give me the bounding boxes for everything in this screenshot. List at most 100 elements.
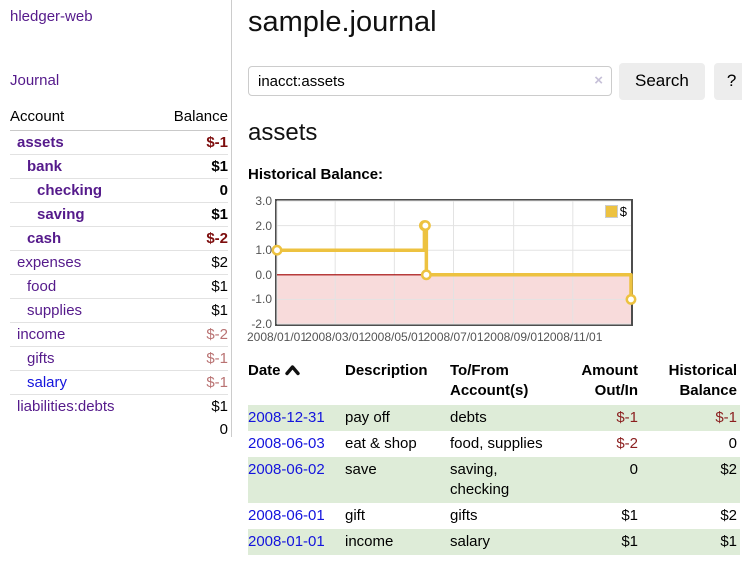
brand-link[interactable]: hledger-web (10, 8, 93, 25)
account-cell: assets (10, 131, 154, 155)
column-header-amount[interactable]: Amount Out/In (581, 362, 638, 399)
sort-ascending-icon (284, 362, 300, 382)
column-header-accounts[interactable]: To/From Account(s) (450, 362, 529, 399)
accounts-header-balance: Balance (153, 105, 228, 131)
account-heading: assets (248, 119, 318, 146)
app: hledger-web Journal Account Balance asse… (10, 0, 742, 555)
description-cell: pay off (345, 409, 390, 426)
transaction-date-link[interactable]: 2008-06-03 (248, 435, 325, 452)
account-balance: $1 (153, 298, 228, 323)
description-cell: save (345, 461, 377, 478)
x-axis-tick-label: 2008/11/01 (543, 330, 603, 344)
date-cell: 2008-06-02 (248, 457, 345, 503)
account-cell: income (10, 322, 154, 347)
balance-cell: $1 (720, 533, 737, 550)
date-cell: 2008-06-03 (248, 431, 345, 457)
account-row: cash $-2 (10, 226, 228, 251)
amount-cell: $-2 (616, 435, 638, 452)
sidebar-account-link[interactable]: supplies (27, 302, 83, 319)
sidebar-account-link[interactable]: assets (17, 134, 64, 151)
search-field-wrap: × (248, 66, 612, 96)
account-cell: liabilities:debts (10, 394, 154, 418)
sidebar-account-link[interactable]: bank (27, 158, 63, 175)
accounts-cell: gifts (450, 507, 478, 524)
sidebar-account-link[interactable]: expenses (17, 254, 82, 271)
account-row: gifts $-1 (10, 346, 228, 371)
sidebar-account-link[interactable]: salary (27, 374, 68, 391)
x-axis-tick-label: 2008/03/01 (305, 330, 366, 344)
register-row: 2008-06-03 eat & shop food, supplies $-2 0 (248, 431, 740, 457)
accounts-total-value: 0 (219, 421, 228, 438)
x-axis-tick-label: 2008/05/01 (364, 330, 425, 344)
account-cell: bank (10, 154, 154, 179)
account-row: bank $1 (10, 154, 228, 179)
register-header-row: Date Description To/From Account(s) Amou… (248, 359, 740, 405)
account-balance: $1 (153, 394, 228, 418)
y-axis-tick-label: 3.0 (255, 194, 272, 208)
sidebar-account-link[interactable]: liabilities:debts (17, 398, 115, 415)
accounts-total-spacer (10, 418, 154, 441)
account-row: food $1 (10, 274, 228, 299)
chart-title: Historical Balance: (248, 166, 384, 183)
column-header-description[interactable]: Description (345, 362, 428, 379)
transaction-date-link[interactable]: 2008-06-01 (248, 507, 325, 524)
date-cell: 2008-06-01 (248, 503, 345, 529)
transaction-date-link[interactable]: 2008-06-02 (248, 461, 325, 478)
amount-cell: $-1 (616, 409, 638, 426)
historical-balance-chart: 3.0 2.0 1.0 0.0 -1.0 -2.0 $ 2008/01/01 2008/03… (246, 194, 742, 346)
clear-search-icon[interactable]: × (594, 72, 603, 89)
accounts-body: assets $-1 bank $1 checking 0 saving $1 cash $-2 e… (10, 131, 228, 418)
account-cell: food (10, 274, 154, 299)
account-balance: 0 (153, 178, 228, 203)
sidebar-account-link[interactable]: checking (37, 182, 103, 199)
column-header-balance[interactable]: Historical Balance (668, 362, 737, 399)
accounts-header-account: Account (10, 105, 154, 131)
account-cell: gifts (10, 346, 154, 371)
accounts-cell: salary (450, 533, 491, 550)
chart-plot-area: $ (271, 199, 637, 326)
register-table: Date Description To/From Account(s) Amou… (248, 359, 740, 555)
description-cell: income (345, 533, 394, 550)
search-input[interactable] (248, 66, 612, 96)
transaction-date-link[interactable]: 2008-01-01 (248, 533, 325, 550)
sidebar-account-link[interactable]: food (27, 278, 57, 295)
account-row: salary $-1 (10, 370, 228, 395)
account-balance: $-1 (153, 346, 228, 371)
page-title: sample.journal (248, 6, 437, 38)
account-cell: checking (10, 178, 154, 203)
sidebar-item-journal[interactable]: Journal (10, 72, 60, 89)
x-axis-tick-label: 2008/09/01 (483, 330, 544, 344)
search-button[interactable]: Search (619, 62, 705, 100)
register-row: 2008-01-01 income salary $1 $1 (248, 529, 740, 555)
x-axis-tick-label: 2008/07/01 (423, 330, 484, 344)
transaction-date-link[interactable]: 2008-12-31 (248, 409, 325, 426)
register-row: 2008-12-31 pay off debts $-1 $-1 (248, 405, 740, 431)
sidebar-account-link[interactable]: income (17, 326, 66, 343)
date-cell: 2008-01-01 (248, 529, 345, 555)
y-axis-tick-label: 0.0 (255, 267, 272, 282)
account-balance: $1 (153, 274, 228, 299)
register-row: 2008-06-01 gift gifts $1 $2 (248, 503, 740, 529)
amount-cell: 0 (629, 461, 638, 478)
account-balance: $-1 (206, 134, 228, 151)
sidebar-account-link[interactable]: cash (27, 230, 62, 247)
description-cell: gift (345, 507, 366, 524)
chart-legend: $ (602, 203, 629, 220)
legend-label: $ (619, 204, 627, 219)
account-cell: salary (10, 370, 154, 395)
y-axis-tick-label: 2.0 (255, 218, 272, 233)
account-balance: $1 (153, 202, 228, 227)
column-header-date[interactable]: Date (248, 359, 345, 405)
amount-cell: $1 (621, 507, 638, 524)
sidebar-account-link[interactable]: saving (37, 206, 85, 223)
account-cell: cash (10, 226, 154, 251)
search-bar: × Search ? (248, 62, 742, 100)
help-button[interactable]: ? (713, 62, 742, 100)
y-axis-tick-label: 1.0 (255, 243, 272, 258)
x-axis-tick-label: 2008/01/01 (246, 330, 308, 344)
account-balance: $-2 (153, 322, 228, 347)
sidebar-account-link[interactable]: gifts (27, 350, 55, 367)
accounts-total-row: 0 (10, 418, 228, 441)
account-row: supplies $1 (10, 298, 228, 323)
account-row: expenses $2 (10, 250, 228, 275)
